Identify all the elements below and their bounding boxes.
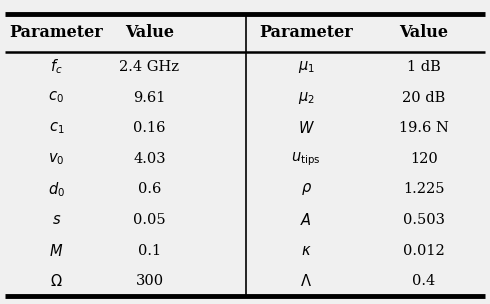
Text: 0.6: 0.6 (138, 182, 161, 196)
Text: $s$: $s$ (51, 213, 61, 227)
Text: 4.03: 4.03 (133, 152, 166, 166)
Text: $c_0$: $c_0$ (49, 90, 64, 105)
Text: 0.05: 0.05 (133, 213, 166, 227)
Text: 9.61: 9.61 (133, 91, 166, 105)
Text: 20 dB: 20 dB (402, 91, 445, 105)
Text: $W$: $W$ (298, 120, 315, 136)
Text: $u_{\mathrm{tips}}$: $u_{\mathrm{tips}}$ (292, 150, 321, 168)
Text: $\Lambda$: $\Lambda$ (300, 273, 312, 289)
Text: $M$: $M$ (49, 243, 64, 258)
Text: 0.4: 0.4 (412, 274, 436, 288)
Text: $d_0$: $d_0$ (48, 180, 65, 199)
Text: 120: 120 (410, 152, 438, 166)
Text: $f_c$: $f_c$ (50, 58, 63, 76)
Text: $\kappa$: $\kappa$ (301, 244, 312, 257)
Text: 1.225: 1.225 (403, 182, 444, 196)
Text: $\Omega$: $\Omega$ (50, 273, 63, 289)
Text: $A$: $A$ (300, 212, 312, 228)
Text: $c_1$: $c_1$ (49, 120, 64, 136)
Text: 0.16: 0.16 (133, 121, 166, 135)
Text: 300: 300 (135, 274, 164, 288)
Text: 0.1: 0.1 (138, 244, 161, 257)
Text: Value: Value (399, 24, 448, 41)
Text: 0.012: 0.012 (403, 244, 445, 257)
Text: 1 dB: 1 dB (407, 60, 441, 74)
Text: Value: Value (125, 24, 174, 41)
Text: $v_0$: $v_0$ (48, 151, 65, 167)
Text: 0.503: 0.503 (403, 213, 445, 227)
Text: 19.6 N: 19.6 N (399, 121, 449, 135)
Text: Parameter: Parameter (9, 24, 103, 41)
Text: $\rho$: $\rho$ (301, 181, 312, 197)
Text: $\mu_2$: $\mu_2$ (298, 90, 315, 105)
Text: 2.4 GHz: 2.4 GHz (120, 60, 179, 74)
Text: Parameter: Parameter (259, 24, 353, 41)
Text: $\mu_1$: $\mu_1$ (298, 59, 315, 75)
